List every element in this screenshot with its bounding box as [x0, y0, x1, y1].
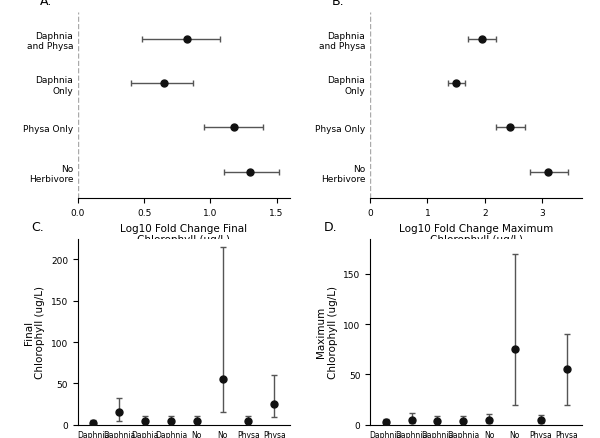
- X-axis label: Log10 Fold Change Final
Chlorophyll (ug/L): Log10 Fold Change Final Chlorophyll (ug/…: [121, 223, 247, 245]
- Text: B.: B.: [332, 0, 345, 7]
- Y-axis label: Final
Chlorophyll (ug/L): Final Chlorophyll (ug/L): [24, 286, 46, 378]
- Y-axis label: Maximum
Chlorophyll (ug/L): Maximum Chlorophyll (ug/L): [316, 286, 338, 378]
- Text: C.: C.: [31, 220, 44, 233]
- Text: D.: D.: [323, 220, 337, 233]
- X-axis label: Log10 Fold Change Maximum
Chlorophyll (ug/L): Log10 Fold Change Maximum Chlorophyll (u…: [399, 223, 553, 245]
- Text: A.: A.: [40, 0, 52, 7]
